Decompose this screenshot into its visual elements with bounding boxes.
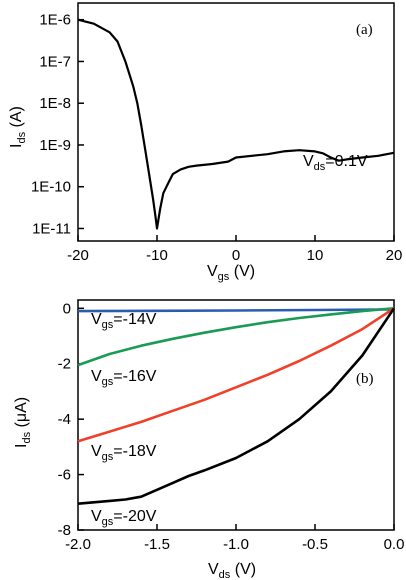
a-ytick-label: 1E-8 [39, 95, 71, 112]
panel-b-frame [77, 299, 395, 531]
label-vgs-18: Vgs=-18V [91, 443, 157, 463]
panel-a: -20 -10 0 10 20 1E-6 1E-7 1E-8 1E-9 1E-10 1E-11 (… [8, 2, 403, 283]
a-xtick-label: 10 [307, 247, 324, 264]
a-ytick-label: 1E-7 [39, 53, 71, 70]
b-series-line [77, 307, 395, 443]
panel-a-ylabel: Ids (A) [8, 106, 28, 148]
b-series-line [77, 307, 395, 367]
panel-a-tag: (a) [356, 22, 373, 38]
b-ytick-label: -2 [58, 356, 71, 373]
panel-b-ylabel: Ids (μA) [13, 397, 33, 448]
a-xtick-label: -20 [67, 247, 89, 264]
b-xtick-label: -0.5 [302, 536, 328, 553]
b-series-line [77, 307, 396, 505]
panel-a-frame [77, 2, 395, 242]
b-ytick-label: -4 [58, 411, 71, 428]
b-xtick-label: -1.5 [144, 536, 170, 553]
panel-a-annotation: Vds=0.1V [303, 153, 368, 173]
a-ytick-label: 1E-10 [31, 179, 71, 196]
a-xtick-label: -10 [146, 247, 168, 264]
b-xtick-label: -1.0 [223, 536, 249, 553]
label-vgs-16: Vgs=-16V [91, 368, 157, 388]
b-series-line [77, 308, 395, 313]
a-series-line [77, 18, 395, 230]
b-xtick-label: -2.0 [65, 536, 91, 553]
label-vgs-20: Vgs=-20V [91, 508, 157, 528]
b-ytick-label: 0 [63, 300, 71, 317]
panel-b-xlabel: Vds (V) [208, 561, 256, 580]
a-ytick-label: 1E-6 [39, 12, 71, 29]
b-ytick-label: -6 [58, 467, 71, 484]
a-xtick-label: 20 [386, 247, 403, 264]
b-xtick-label: 0.0 [384, 536, 405, 553]
a-xtick-label: 0 [232, 247, 240, 264]
panel-a-xlabel: Vgs (V) [207, 263, 255, 283]
b-ytick-label: -8 [58, 522, 71, 539]
a-ytick-label: 1E-9 [39, 137, 71, 154]
label-vgs-14: Vgs=-14V [91, 311, 157, 331]
panel-b: -2.0 -1.5 -1.0 -0.5 0.0 0 -2 -4 -6 -8 (b) Vds (V… [13, 299, 405, 580]
panel-b-tag: (b) [356, 371, 374, 387]
a-ytick-label: 1E-11 [32, 220, 71, 237]
